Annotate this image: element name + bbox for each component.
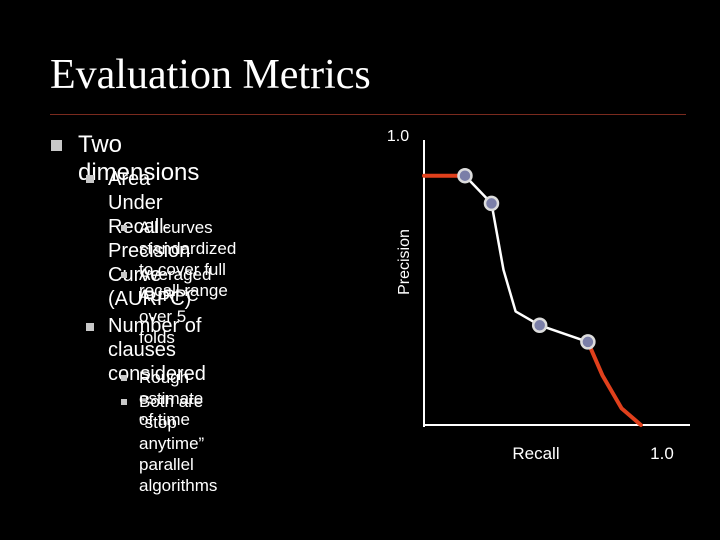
bullet-text: All curves standardized to cover full re… — [139, 218, 237, 300]
slide-title: Evaluation Metrics — [50, 52, 371, 98]
chart-points — [457, 167, 596, 350]
bullet-text: Two dimensions — [78, 131, 200, 186]
x-tick-label: 1.0 — [650, 444, 674, 463]
data-point-1 — [457, 167, 473, 184]
bullet-two-dimensions: Two dimensions — [78, 131, 199, 187]
x-axis-label: Recall — [512, 444, 559, 463]
bullet-text: Both are “stop anytime” parallel algorit… — [139, 392, 218, 495]
y-axis-label: Precision — [396, 229, 413, 295]
data-point-4 — [580, 334, 596, 350]
bullet-marker-icon — [121, 399, 127, 405]
bullet-marker-icon — [121, 375, 127, 381]
data-point-2 — [483, 195, 500, 212]
bullet-text: Area Under Recall- Precision Curve (AURP… — [108, 168, 192, 310]
bullet-aurpc: Area Under Recall- Precision Curve (AURP… — [108, 167, 191, 311]
bullet-marker-icon — [121, 225, 127, 231]
data-point-3 — [531, 317, 548, 334]
bullet-marker-icon — [51, 140, 62, 151]
chart-curves — [422, 173, 643, 427]
bullet-stop-anytime: Both are “stop anytime” parallel algorit… — [139, 391, 217, 496]
bullet-text: Rough estimate of time — [139, 368, 204, 429]
title-divider — [50, 114, 686, 115]
bullet-marker-icon — [86, 323, 94, 331]
bullet-standardized: All curves standardized to cover full re… — [139, 217, 236, 301]
curve-segment-white-1 — [463, 174, 590, 344]
bullet-text: Number of clauses considered — [108, 315, 206, 385]
curve-segment-red-2 — [585, 339, 643, 427]
bullet-marker-icon — [86, 175, 94, 183]
chart-labels: 1.0 Precision Recall 1.0 — [387, 128, 674, 463]
y-tick-label: 1.0 — [387, 128, 409, 145]
bullet-clauses: Number of clauses considered — [108, 314, 206, 386]
bullet-marker-icon — [121, 272, 127, 278]
bullet-rough-estimate: Rough estimate of time — [139, 367, 203, 430]
chart-axes — [423, 140, 690, 427]
bullet-averaged: Averaged AURPC over 5 folds — [139, 264, 211, 348]
bullet-text: Averaged AURPC over 5 folds — [139, 265, 212, 347]
